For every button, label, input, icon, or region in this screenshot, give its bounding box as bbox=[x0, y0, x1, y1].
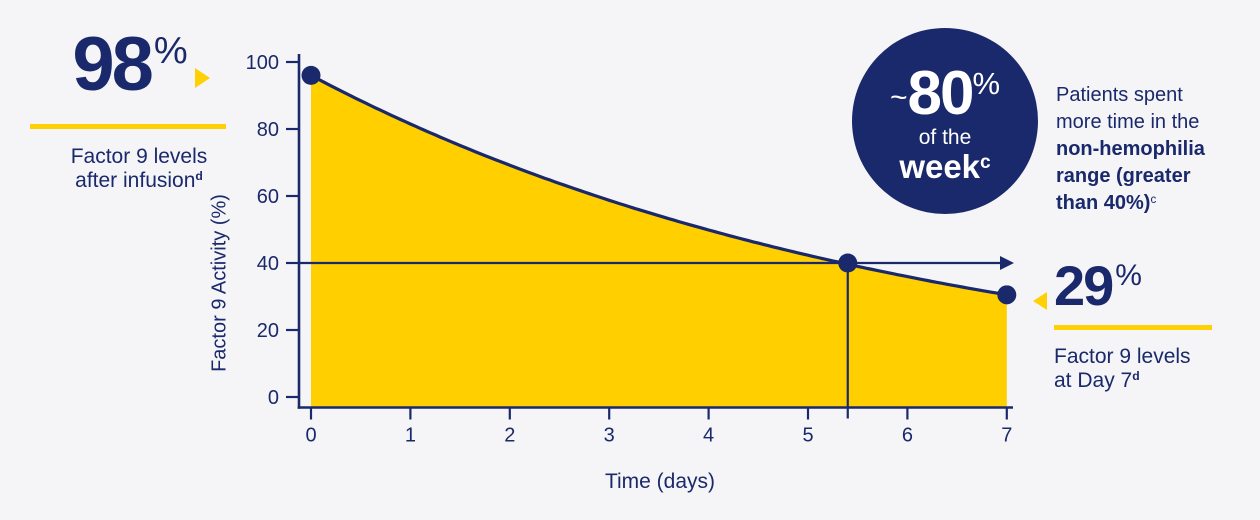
x-tick-label-6: 6 bbox=[902, 425, 913, 447]
x-tick-label-1: 1 bbox=[405, 425, 416, 447]
x-tick-label-4: 4 bbox=[703, 425, 714, 447]
x-axis-title: Time (days) bbox=[604, 470, 716, 493]
x-tick-label-0: 0 bbox=[305, 425, 316, 447]
side-note-line-text: than 40%) bbox=[1056, 192, 1151, 214]
yellow-underline bbox=[1054, 324, 1212, 330]
approx-tilde: ~ bbox=[889, 81, 908, 115]
side-note-line: non-hemophilia bbox=[1056, 138, 1205, 160]
stat-day7: 29 % Factor 9 levels at Day 7d bbox=[1033, 254, 1224, 393]
percent-sign: % bbox=[1115, 259, 1142, 292]
x-tick-label-5: 5 bbox=[802, 425, 813, 447]
percent-sign: % bbox=[153, 30, 188, 72]
stat-value-row: 29 % bbox=[1054, 254, 1224, 317]
y-tick-label-60: 60 bbox=[257, 186, 279, 208]
activity-area bbox=[311, 75, 1007, 408]
badge-value-row: ~ 80 % bbox=[890, 63, 1000, 125]
footnote-marker: c bbox=[1150, 192, 1157, 206]
stat-after-infusion: 98 % Factor 9 levels after infusiond bbox=[30, 22, 226, 193]
arrow-left-icon bbox=[1033, 292, 1047, 310]
stat-day7-value: 29 bbox=[1054, 254, 1114, 317]
caption-line-2: at Day 7 bbox=[1054, 368, 1133, 392]
stat-value-row: 98 % bbox=[30, 22, 226, 107]
side-note-line: than 40%)c bbox=[1056, 190, 1205, 217]
y-tick-label-80: 80 bbox=[257, 119, 279, 141]
y-tick-label-100: 100 bbox=[246, 52, 279, 74]
side-note-line: range (greater bbox=[1056, 165, 1191, 187]
stat-day7-caption: Factor 9 levels at Day 7d bbox=[1054, 345, 1224, 393]
footnote-marker: c bbox=[980, 151, 991, 173]
footnote-marker: d bbox=[195, 169, 203, 184]
caption-line-1: Factor 9 levels bbox=[1054, 344, 1191, 368]
badge-of-the: of the bbox=[918, 126, 972, 150]
y-tick-label-0: 0 bbox=[268, 387, 279, 409]
badge-week: weekc bbox=[899, 148, 991, 186]
badge-percent-sign: % bbox=[972, 66, 1001, 102]
stat-after-infusion-value: 98 bbox=[72, 22, 154, 107]
x-tick-label-2: 2 bbox=[504, 425, 515, 447]
x-tick-label-3: 3 bbox=[604, 425, 615, 447]
y-tick-label-40: 40 bbox=[257, 253, 279, 275]
activity-curve bbox=[309, 73, 1009, 297]
stat-after-infusion-caption: Factor 9 levels after infusiond bbox=[30, 145, 226, 193]
side-note-line: more time in the bbox=[1056, 111, 1200, 133]
data-point-marker-day7 bbox=[997, 285, 1017, 305]
y-tick-label-20: 20 bbox=[257, 320, 279, 342]
week-percentage-badge: ~ 80 % of the weekc bbox=[852, 28, 1038, 214]
yellow-underline bbox=[30, 123, 226, 129]
x-tick-label-7: 7 bbox=[1001, 425, 1012, 447]
data-point-marker-day0 bbox=[301, 65, 321, 85]
data-point-marker-day5.4 bbox=[838, 253, 858, 273]
caption-line-2: after infusion bbox=[75, 168, 196, 192]
side-note-line: Patients spent bbox=[1056, 84, 1183, 106]
y-axis-title: Factor 9 Activity (%) bbox=[208, 194, 231, 372]
side-note: Patients spent more time in the non-hemo… bbox=[1056, 82, 1205, 217]
footnote-marker: d bbox=[1132, 368, 1140, 383]
caption-line-1: Factor 9 levels bbox=[70, 144, 208, 168]
badge-week-word: week bbox=[899, 148, 981, 186]
badge-value: 80 bbox=[907, 59, 974, 129]
arrow-right-icon bbox=[194, 68, 210, 88]
threshold-arrowhead bbox=[1000, 256, 1014, 270]
